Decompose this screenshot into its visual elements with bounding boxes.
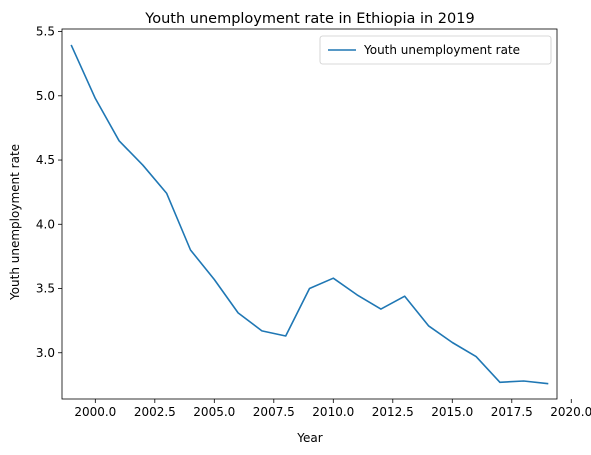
legend: Youth unemployment rate (319, 35, 552, 65)
x-tick-label: 2007.5 (253, 405, 295, 419)
y-tick-label: 5.5 (36, 25, 55, 39)
chart-title: Youth unemployment rate in Ethiopia in 2… (144, 11, 474, 27)
x-tick-label: 2005.0 (193, 405, 235, 419)
legend-box (319, 35, 552, 65)
plot-area (61, 28, 558, 400)
y-axis: 3.0 3.5 4.0 4.5 5.0 5.5 (36, 25, 62, 360)
y-axis-title: Youth unemployment rate (8, 144, 22, 301)
legend-label: Youth unemployment rate (363, 43, 520, 57)
x-tick-label: 2015.0 (431, 405, 473, 419)
x-tick-label: 2002.5 (134, 405, 176, 419)
x-tick-label: 2017.5 (491, 405, 533, 419)
x-tick-label: 2010.0 (312, 405, 354, 419)
y-tick-label: 4.5 (36, 153, 55, 167)
y-tick-label: 4.0 (36, 217, 55, 231)
x-axis-title: Year (296, 431, 322, 445)
x-tick-label: 2012.5 (372, 405, 414, 419)
series-line (70, 44, 549, 385)
x-axis: 2000.0 2002.5 2005.0 2007.5 2010.0 2012.5 2015… (74, 399, 591, 419)
x-tick-label: 2000.0 (74, 405, 116, 419)
y-tick-label: 3.5 (36, 282, 55, 296)
y-tick-label: 3.0 (36, 346, 55, 360)
x-tick-label: 2020.0 (550, 405, 591, 419)
y-tick-label: 5.0 (36, 89, 55, 103)
series-layer (70, 44, 549, 385)
